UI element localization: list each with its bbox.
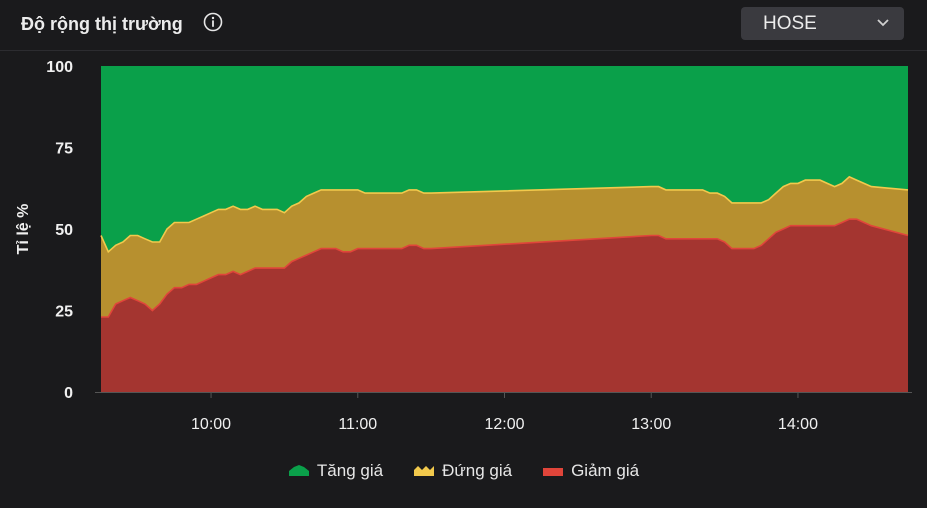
legend-item-down[interactable]: Giảm giá [542,461,639,481]
legend-label-flat: Đứng giá [442,461,513,480]
header: Độ rộng thị trường HOSE [0,0,927,51]
area-flat [101,176,908,317]
y-tick-label: 75 [55,141,73,158]
x-tick-label: 13:00 [631,416,671,433]
line-down-top [101,218,909,318]
y-tick-label: 50 [55,222,73,239]
legend-label-up: Tăng giá [316,461,384,480]
x-tick-label: 10:00 [191,416,231,433]
market-breadth-chart: 0 25 50 75 100 10:00 11:00 12:00 13:00 14:00 Tỉ lệ… [15,59,912,433]
legend-item-flat[interactable]: Đứng giá [413,461,512,481]
y-tick-label: 25 [55,304,73,321]
line-flat-top [100,175,909,254]
legend-item-up[interactable]: Tăng giá [288,461,383,481]
legend-marker-up [288,465,309,476]
legend-label-down: Giảm giá [571,461,640,480]
chevron-down-icon [877,19,889,27]
exchange-select[interactable]: HOSE [741,7,904,40]
x-tick-label: 14:00 [778,416,818,433]
area-down [101,219,908,392]
y-tick-label: 100 [46,59,73,76]
info-circle-icon[interactable] [203,12,223,32]
legend-marker-flat [414,466,435,476]
page-title: Độ rộng thị trường [21,14,183,34]
legend-marker-down [543,468,564,476]
x-tick-label: 12:00 [484,416,524,433]
exchange-select-value: HOSE [763,13,817,34]
y-tick-label: 0 [64,385,73,402]
y-axis-label: Tỉ lệ % [15,204,32,255]
x-tick-label: 11:00 [338,416,377,433]
chart-legend: Tăng giá Đứng giá Giảm giá [0,458,927,484]
